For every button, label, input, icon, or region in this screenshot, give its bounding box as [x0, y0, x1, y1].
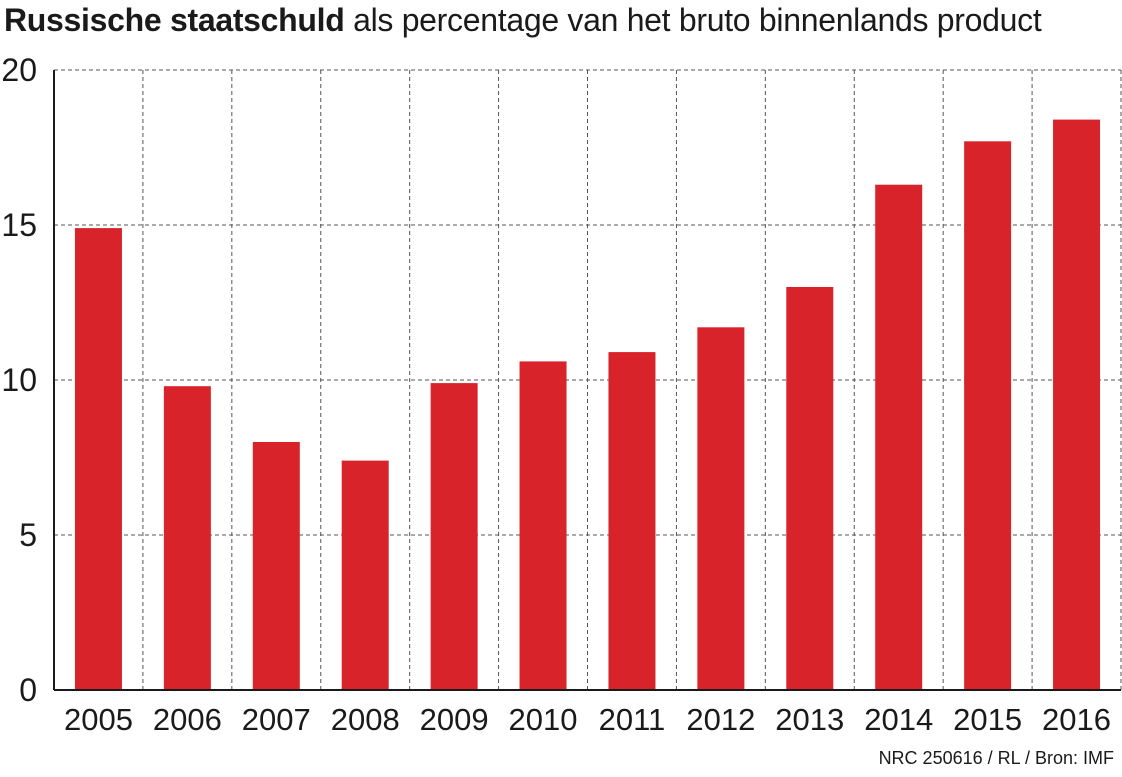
- x-tick-label: 2014: [864, 702, 933, 737]
- bar-2011: [608, 352, 656, 690]
- bar-2012: [697, 327, 745, 690]
- axes: [53, 70, 1121, 691]
- y-tick-labels: 0 5 10 15 20: [1, 52, 37, 708]
- x-tick-label: 2010: [509, 702, 578, 737]
- x-tick-label: 2009: [420, 702, 489, 737]
- grid-lines: [54, 69, 1122, 690]
- x-tick-label: 2011: [599, 702, 666, 737]
- x-tick-label: 2007: [242, 702, 311, 737]
- bar-2015: [964, 141, 1012, 691]
- y-tick-label: 15: [1, 207, 37, 243]
- x-tick-label: 2006: [153, 702, 222, 737]
- bar-2005: [74, 228, 122, 690]
- x-tick-label: 2013: [775, 702, 844, 737]
- y-tick-label: 0: [19, 672, 37, 708]
- bar-2009: [430, 383, 478, 690]
- bar-2006: [163, 386, 211, 690]
- bar-2010: [519, 361, 567, 690]
- bar-2014: [875, 184, 923, 690]
- x-tick-label: 2015: [953, 702, 1022, 737]
- x-tick-label: 2005: [64, 702, 133, 737]
- bar-2008: [341, 460, 389, 690]
- bars: [74, 119, 1101, 691]
- chart-title: Russische staatschuld als percentage van…: [4, 0, 1042, 40]
- bar-2013: [786, 287, 834, 690]
- x-tick-label: 2016: [1042, 702, 1111, 737]
- x-tick-label: 2012: [686, 702, 755, 737]
- y-tick-label: 5: [19, 517, 37, 553]
- chart-title-rest: als percentage van het bruto binnenlands…: [344, 2, 1042, 38]
- source-note: NRC 250616 / RL / Bron: IMF: [878, 748, 1114, 768]
- x-tick-labels: 2005 2006 2007 2008 2009 2010 2011 2012 2013 2014…: [64, 702, 1111, 737]
- bar-2016: [1053, 119, 1101, 691]
- y-tick-label: 10: [1, 362, 37, 398]
- y-tick-label: 20: [1, 52, 37, 88]
- chart-title-bold: Russische staatschuld: [4, 2, 345, 38]
- bar-2007: [252, 442, 300, 690]
- x-tick-label: 2008: [331, 702, 400, 737]
